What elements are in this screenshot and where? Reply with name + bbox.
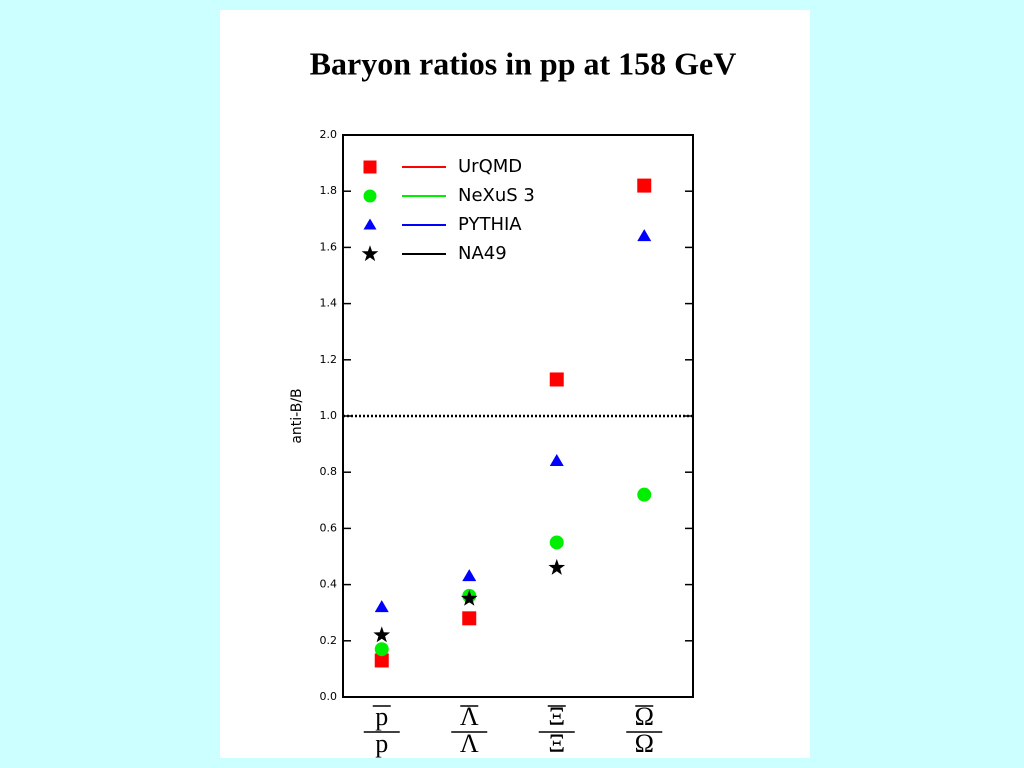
y-tick-label: 1.8: [320, 184, 338, 197]
y-tick-label: 1.4: [320, 297, 338, 310]
legend-marker: [361, 245, 379, 262]
chart-title: Baryon ratios in pp at 158 GeV: [310, 45, 737, 81]
marker-square: [549, 372, 564, 387]
panel: [220, 10, 810, 758]
marker-square: [637, 178, 652, 193]
x-tick-denominator: Ξ: [548, 729, 565, 758]
legend-label: NA49: [458, 243, 507, 264]
marker-square: [462, 611, 477, 626]
marker-triangle: [549, 453, 564, 466]
marker-circle: [374, 642, 389, 657]
y-tick-label: 1.0: [320, 409, 338, 422]
x-tick-numerator: Ω: [635, 702, 654, 731]
legend-marker: [363, 189, 377, 203]
x-tick-denominator: Ω: [635, 729, 654, 758]
y-tick-label: 0.0: [320, 690, 338, 703]
legend-label: PYTHIA: [458, 214, 522, 235]
marker-star: [373, 626, 391, 643]
y-tick-label: 0.8: [320, 465, 338, 478]
y-tick-label: 0.2: [320, 634, 338, 647]
marker-triangle: [374, 600, 389, 613]
x-tick-numerator: Λ: [460, 702, 479, 731]
y-tick-label: 2.0: [320, 128, 338, 141]
x-tick-denominator: Λ: [460, 729, 479, 758]
marker-triangle: [462, 569, 477, 582]
y-tick-label: 1.6: [320, 240, 338, 253]
marker-square: [374, 653, 389, 668]
marker-star: [548, 558, 566, 575]
legend-label: NeXuS 3: [458, 185, 535, 206]
x-tick-denominator: p: [375, 729, 388, 758]
marker-circle: [637, 487, 652, 502]
marker-circle: [549, 535, 564, 550]
legend-marker: [363, 218, 377, 230]
x-tick-numerator: p: [375, 702, 388, 731]
legend-marker: [363, 160, 377, 174]
marker-star: [460, 589, 478, 606]
y-tick-label: 1.2: [320, 353, 338, 366]
x-tick-numerator: Ξ: [548, 702, 565, 731]
legend-label: UrQMD: [458, 156, 522, 177]
y-tick-label: 0.6: [320, 521, 338, 534]
y-tick-label: 0.4: [320, 578, 338, 591]
marker-triangle: [637, 229, 652, 242]
y-axis-label: anti-B/B: [289, 388, 305, 443]
